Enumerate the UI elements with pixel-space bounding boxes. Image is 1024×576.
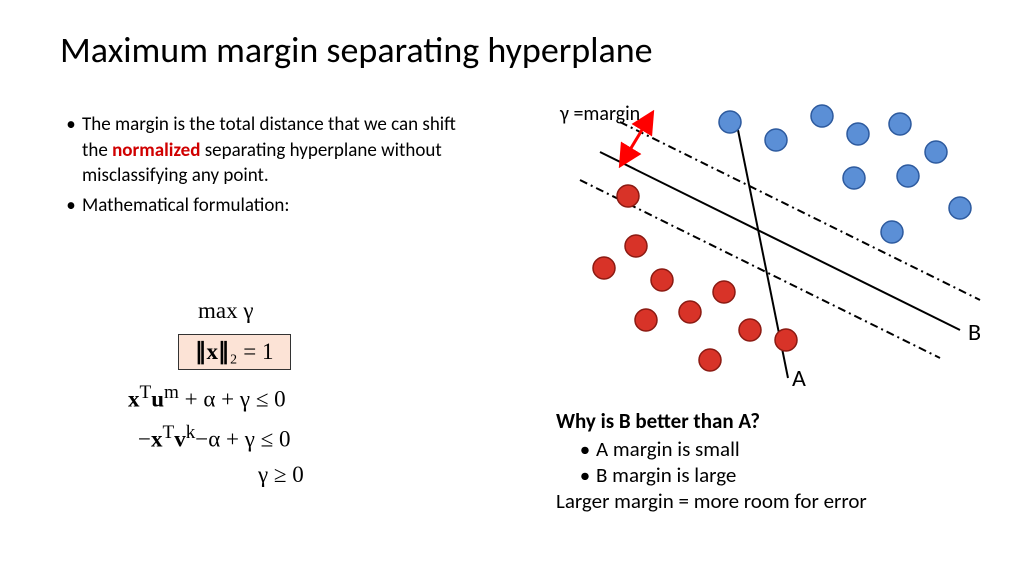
- question: Why is B better than A?: [556, 408, 996, 434]
- math-line-1: max γ: [198, 298, 254, 324]
- data-point: [617, 185, 639, 207]
- data-point: [811, 105, 833, 127]
- math-norm: ∥x∥₂ = 1: [178, 334, 291, 370]
- data-point: [889, 113, 911, 135]
- data-point: [593, 257, 615, 279]
- data-point: [679, 301, 701, 323]
- data-point: [739, 319, 761, 341]
- data-point: [699, 349, 721, 371]
- math-line-3: xTum + α + γ ≤ 0: [128, 382, 286, 413]
- bullet-marker: •: [574, 436, 596, 462]
- data-point: [719, 111, 741, 133]
- right-bullet-2-text: B margin is large: [596, 462, 736, 488]
- bullet-marker: •: [60, 112, 82, 138]
- bullet-marker: •: [574, 462, 596, 488]
- bullet-marker: •: [60, 193, 82, 219]
- bullet-2: • Mathematical formulation:: [60, 193, 480, 219]
- data-point: [635, 309, 657, 331]
- svg-text:γ =margin: γ =margin: [559, 102, 640, 126]
- data-point: [651, 269, 673, 291]
- data-point: [847, 123, 869, 145]
- data-point: [765, 129, 787, 151]
- page-title: Maximum margin separating hyperplane: [60, 28, 653, 72]
- data-point: [625, 235, 647, 257]
- data-point: [925, 141, 947, 163]
- data-point: [775, 329, 797, 351]
- bullet-2-text: Mathematical formulation:: [82, 193, 289, 219]
- bullet-1: • The margin is the total distance that …: [60, 112, 480, 189]
- right-bullet-1: • A margin is small: [574, 436, 996, 462]
- math-line-5: γ ≥ 0: [258, 462, 304, 488]
- data-point: [843, 167, 865, 189]
- right-bullet-2: • B margin is large: [574, 462, 996, 488]
- right-bullet-1-text: A margin is small: [596, 436, 740, 462]
- conclusion: Larger margin = more room for error: [556, 488, 996, 514]
- bullet-1-highlight: normalized: [112, 139, 200, 162]
- math-line-4: −xTvk−α + γ ≤ 0: [138, 422, 291, 453]
- math-norm-box: ∥x∥₂ = 1: [178, 334, 291, 370]
- svg-text:B: B: [968, 318, 981, 347]
- left-column: • The margin is the total distance that …: [60, 112, 480, 223]
- right-column: Why is B better than A? • A margin is sm…: [556, 408, 996, 514]
- svg-text:A: A: [792, 364, 806, 390]
- data-point: [881, 221, 903, 243]
- data-point: [897, 165, 919, 187]
- data-point: [713, 281, 735, 303]
- hyperplane-diagram: γ =margin A B: [540, 90, 1000, 390]
- data-point: [949, 197, 971, 219]
